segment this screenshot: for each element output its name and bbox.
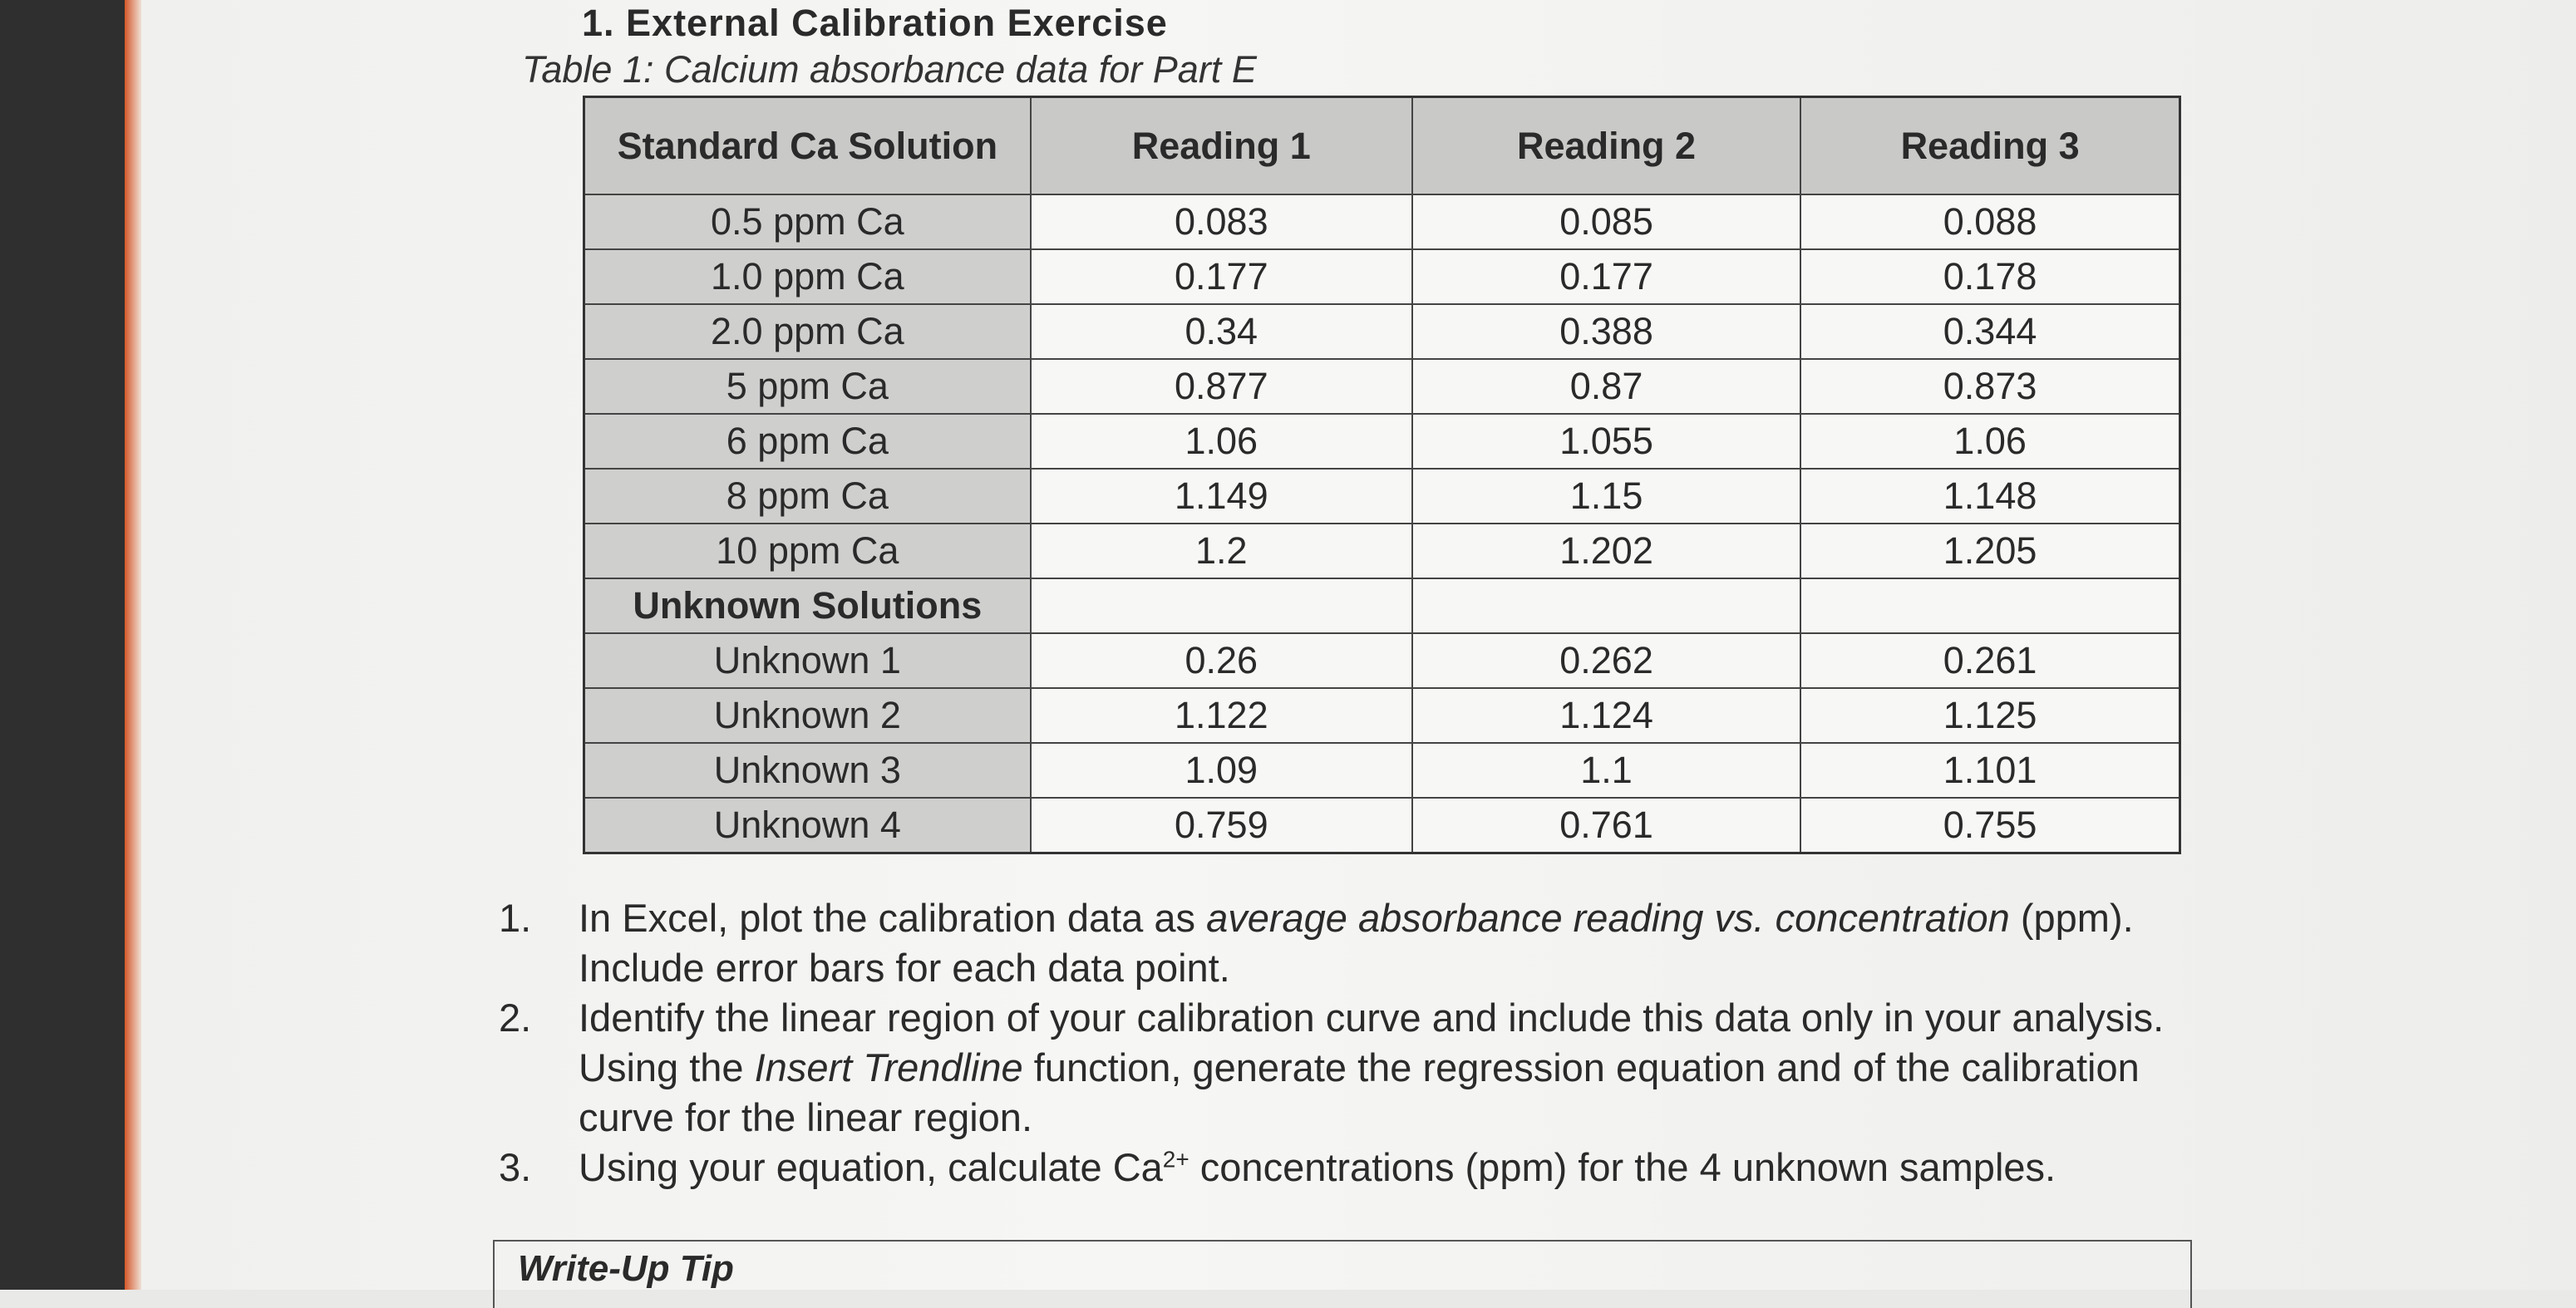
row-label: 0.5 ppm Ca: [583, 194, 1032, 250]
text: (ppm). Include error bars for each data …: [579, 896, 2134, 990]
table-cell: 0.177: [1411, 248, 1802, 305]
table-cell: 0.177: [1029, 248, 1413, 305]
table-cell: 0.873: [1800, 358, 2181, 415]
table-cell: 1.06: [1029, 413, 1413, 470]
text: concentrations (ppm) for the 4 unknown s…: [1189, 1145, 2056, 1189]
table-row: Unknown 4 0.759 0.761 0.755: [583, 797, 2181, 854]
empty-cell: [1800, 578, 2181, 634]
table-cell: 0.877: [1029, 358, 1413, 415]
text: Using your equation, calculate Ca: [579, 1145, 1163, 1189]
column-header: Reading 2: [1411, 96, 1802, 195]
table-cell: 0.87: [1411, 358, 1802, 415]
table-cell: 0.262: [1411, 632, 1802, 689]
empty-cell: [1029, 578, 1413, 634]
table-row: 10 ppm Ca 1.2 1.202 1.205: [583, 523, 2181, 579]
table-cell: 1.202: [1411, 523, 1802, 579]
table-cell: 1.1: [1411, 742, 1802, 799]
table-row: 8 ppm Ca 1.149 1.15 1.148: [583, 468, 2181, 524]
table-cell: 1.148: [1800, 468, 2181, 524]
column-header: Standard Ca Solution: [583, 96, 1032, 195]
item-number: 1.: [499, 896, 532, 940]
instruction-item: 3. Using your equation, calculate Ca2+ c…: [499, 1143, 2194, 1192]
row-label: Unknown 4: [583, 797, 1032, 854]
table-row: 0.5 ppm Ca 0.083 0.085 0.088: [583, 194, 2181, 250]
table-cell: 0.26: [1029, 632, 1413, 689]
table-cell: 0.088: [1800, 194, 2181, 250]
table-row: 5 ppm Ca 0.877 0.87 0.873: [583, 358, 2181, 415]
table-row: 6 ppm Ca 1.06 1.055 1.06: [583, 413, 2181, 470]
text: average absorbance reading vs. concentra…: [1206, 896, 2010, 940]
instruction-item: 1. In Excel, plot the calibration data a…: [499, 893, 2194, 993]
column-header: Reading 3: [1800, 96, 2181, 195]
table-cell: 1.125: [1800, 687, 2181, 744]
table-cell: 1.06: [1800, 413, 2181, 470]
row-label: Unknown 3: [583, 742, 1032, 799]
data-table: Standard Ca Solution Reading 1 Reading 2 Re…: [583, 96, 2181, 854]
tip-box: Write-Up Tip: [493, 1240, 2192, 1308]
row-label: Unknown 2: [583, 687, 1032, 744]
table-cell: 0.388: [1411, 303, 1802, 360]
section-label: Unknown Solutions: [583, 578, 1032, 634]
text: Insert Trendline: [754, 1045, 1023, 1089]
table-row: 1.0 ppm Ca 0.177 0.177 0.178: [583, 248, 2181, 305]
table-cell: 1.15: [1411, 468, 1802, 524]
table-row: Unknown 1 0.26 0.262 0.261: [583, 632, 2181, 689]
table-cell: 0.344: [1800, 303, 2181, 360]
background-edge: [125, 0, 141, 1290]
superscript: 2+: [1162, 1146, 1189, 1173]
text: Identify the linear region of your calib…: [579, 996, 2165, 1089]
column-header: Reading 1: [1029, 96, 1413, 195]
instruction-item: 2. Identify the linear region of your ca…: [499, 993, 2194, 1143]
text: function, generate the regression equati…: [579, 1045, 2140, 1139]
table-cell: 1.122: [1029, 687, 1413, 744]
tip-title: Write-Up Tip: [518, 1248, 734, 1289]
table-row: Unknown 3 1.09 1.1 1.101: [583, 742, 2181, 799]
table-cell: 0.759: [1029, 797, 1413, 854]
table-cell: 0.085: [1411, 194, 1802, 250]
background-strip: [0, 0, 125, 1290]
table-row: 2.0 ppm Ca 0.34 0.388 0.344: [583, 303, 2181, 360]
item-number: 3.: [499, 1145, 532, 1189]
table-caption: Table 1: Calcium absorbance data for Par…: [522, 48, 1257, 91]
table-cell: 0.34: [1029, 303, 1413, 360]
item-number: 2.: [499, 996, 532, 1040]
table-cell: 1.101: [1800, 742, 2181, 799]
section-title: 1. External Calibration Exercise: [582, 2, 1168, 44]
table-cell: 0.261: [1800, 632, 2181, 689]
row-label: 1.0 ppm Ca: [583, 248, 1032, 305]
table-cell: 1.205: [1800, 523, 2181, 579]
empty-cell: [1411, 578, 1802, 634]
table-cell: 1.124: [1411, 687, 1802, 744]
row-label: 6 ppm Ca: [583, 413, 1032, 470]
header-row: Standard Ca Solution Reading 1 Reading 2 Re…: [583, 96, 2181, 195]
text: In Excel, plot the calibration data as: [579, 896, 1207, 940]
row-label: 5 ppm Ca: [583, 358, 1032, 415]
row-label: 10 ppm Ca: [583, 523, 1032, 579]
table-cell: 1.055: [1411, 413, 1802, 470]
table-row: Unknown 2 1.122 1.124 1.125: [583, 687, 2181, 744]
table-cell: 0.761: [1411, 797, 1802, 854]
table-cell: 0.755: [1800, 797, 2181, 854]
table-body: 0.5 ppm Ca 0.083 0.085 0.088 1.0 ppm Ca 0.177…: [583, 194, 2181, 854]
table-cell: 1.2: [1029, 523, 1413, 579]
table-cell: 1.09: [1029, 742, 1413, 799]
table-cell: 1.149: [1029, 468, 1413, 524]
table-cell: 0.178: [1800, 248, 2181, 305]
row-label: 8 ppm Ca: [583, 468, 1032, 524]
section-row: Unknown Solutions: [583, 578, 2181, 634]
table-cell: 0.083: [1029, 194, 1413, 250]
row-label: 2.0 ppm Ca: [583, 303, 1032, 360]
instructions: 1. In Excel, plot the calibration data a…: [499, 893, 2194, 1192]
row-label: Unknown 1: [583, 632, 1032, 689]
